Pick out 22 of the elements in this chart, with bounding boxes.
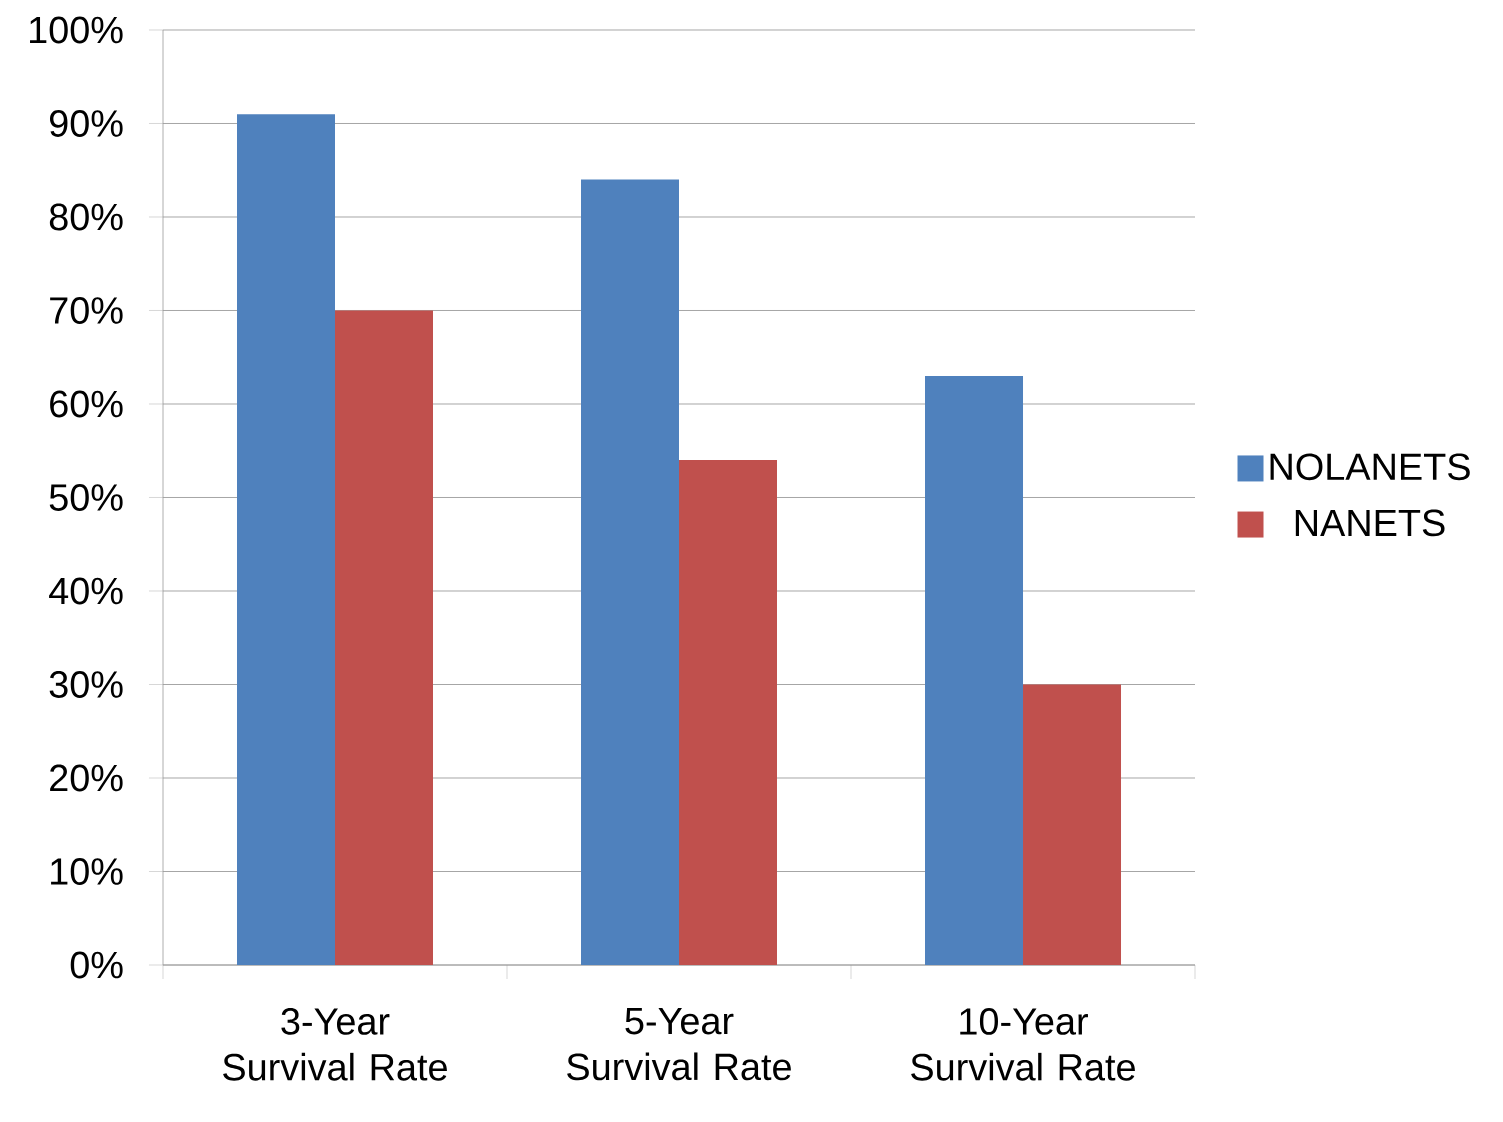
y-tick-label: 20% (50, 764, 123, 792)
y-tick-label: 50% (49, 484, 123, 511)
bar (1023, 684, 1122, 965)
bar (335, 310, 433, 965)
y-tick-label: 70% (50, 297, 123, 324)
y-tick-label: 90% (49, 110, 123, 137)
x-tick-label: 3-Year Survival Rate (223, 1008, 447, 1081)
x-tick-label: 10-Year Survival Rate (911, 1008, 1135, 1081)
bar (237, 114, 335, 965)
y-tick-label: 100% (30, 16, 123, 44)
bar (679, 460, 777, 965)
bar (581, 179, 679, 965)
x-tick-label: 5-Year Survival Rate (567, 1008, 791, 1081)
y-tick-label: 10% (51, 858, 123, 885)
y-tick-label: 40% (49, 577, 123, 605)
y-tick-label: 60% (50, 390, 123, 418)
legend-label: NANETS (1295, 509, 1445, 537)
bar (925, 375, 1024, 965)
y-tick-label: 0% (70, 951, 123, 979)
legend-label: NOLANETS (1270, 453, 1470, 481)
y-tick-label: 30% (49, 671, 123, 698)
y-tick-label: 80% (49, 203, 123, 231)
